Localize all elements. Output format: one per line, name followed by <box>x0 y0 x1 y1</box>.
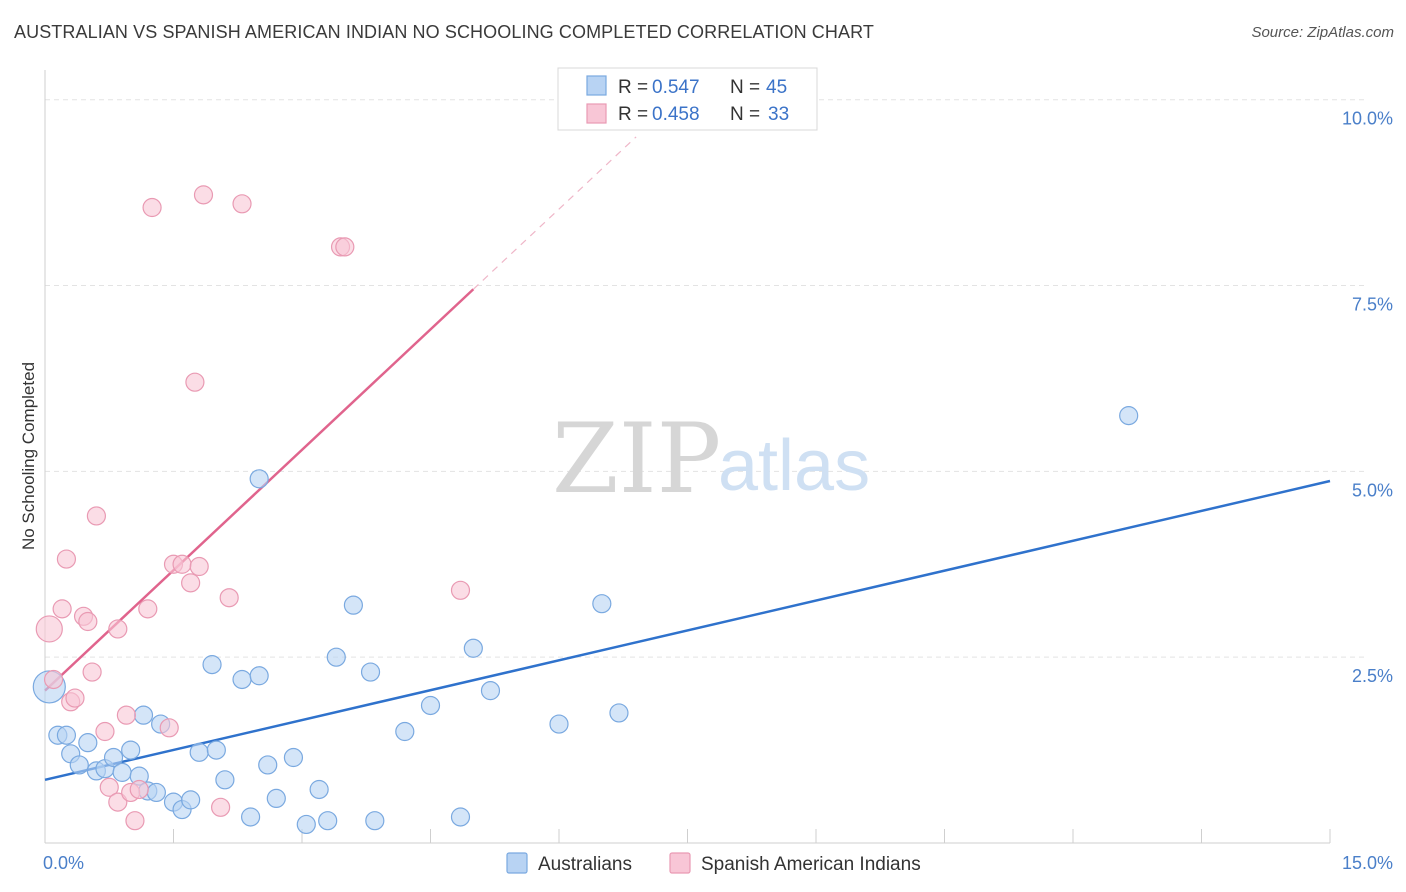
point-australians-22 <box>215 770 235 790</box>
stats-legend: R = 0.547 N = 45 R = 0.458 N = 33 <box>557 67 818 131</box>
legend-swatch-australians <box>586 75 607 96</box>
watermark: ZIP atlas <box>552 403 870 515</box>
point-australians-13 <box>133 705 154 725</box>
point-australians-30 <box>296 814 316 835</box>
point-spanish-american-indians-23 <box>181 573 201 593</box>
point-spanish-american-indians-16 <box>125 811 145 831</box>
point-australians-23 <box>232 669 252 690</box>
legend-r-label-1: R = <box>618 104 648 125</box>
point-australians-39 <box>450 807 471 827</box>
legend-n-value-1: 33 <box>768 104 789 125</box>
point-australians-33 <box>326 647 346 667</box>
point-spanish-american-indians-25 <box>189 556 209 577</box>
trend-line-australians <box>44 479 1331 782</box>
point-australians-31 <box>309 779 329 800</box>
point-australians-41 <box>480 681 501 701</box>
point-australians-27 <box>266 788 286 809</box>
point-spanish-american-indians-29 <box>232 194 252 214</box>
point-spanish-american-indians-28 <box>219 588 239 608</box>
point-spanish-american-indians-20 <box>159 718 179 738</box>
point-spanish-american-indians-14 <box>116 705 136 725</box>
legend-r-value-1: 0.458 <box>652 104 700 125</box>
point-australians-18 <box>181 790 201 810</box>
y-tick-label-3: 10.0% <box>1342 109 1393 129</box>
point-spanish-american-indians-13 <box>108 619 128 639</box>
point-spanish-american-indians-1 <box>43 669 64 690</box>
point-spanish-american-indians-22 <box>172 554 192 574</box>
point-spanish-american-indians-32 <box>450 580 471 600</box>
point-spanish-american-indians-17 <box>129 779 149 800</box>
grid-lines <box>45 99 1365 658</box>
series-legend-swatch-australians <box>506 852 528 874</box>
point-australians-32 <box>318 811 338 831</box>
legend-r-label-0: R = <box>618 77 648 98</box>
y-tick-label-2: 7.5% <box>1352 295 1393 315</box>
source-label: Source: ZipAtlas.com <box>1251 24 1394 41</box>
point-australians-20 <box>206 740 226 760</box>
series-legend: Australians Spanish American Indians <box>506 852 921 875</box>
legend-n-label-1: N = <box>730 104 760 125</box>
y-tick-label-0: 2.5% <box>1352 666 1393 686</box>
y-axis-title: No Schooling Completed <box>19 362 38 550</box>
point-australians-25 <box>249 666 269 686</box>
point-australians-21 <box>202 655 222 675</box>
point-spanish-american-indians-31 <box>335 237 355 257</box>
point-spanish-american-indians-24 <box>185 372 205 392</box>
point-australians-4 <box>69 755 89 775</box>
trend-extension-spanish-american-indians <box>472 136 637 290</box>
watermark-zip: ZIP <box>552 403 721 515</box>
point-spanish-american-indians-9 <box>86 506 107 526</box>
x-tick-label-1: 15.0% <box>1342 853 1393 873</box>
axes <box>44 70 1331 844</box>
point-spanish-american-indians-27 <box>211 797 231 817</box>
point-australians-43 <box>592 594 612 614</box>
data-points <box>32 185 1139 835</box>
point-australians-5 <box>78 733 98 753</box>
point-australians-8 <box>103 747 124 768</box>
point-australians-38 <box>420 695 441 716</box>
point-australians-29 <box>283 747 304 768</box>
series-legend-swatch-spanish-american-indians <box>669 852 691 874</box>
point-spanish-american-indians-8 <box>82 662 102 682</box>
point-australians-42 <box>549 714 569 734</box>
point-australians-40 <box>463 638 483 658</box>
point-australians-28 <box>249 469 269 489</box>
point-australians-24 <box>241 807 261 827</box>
point-spanish-american-indians-3 <box>56 549 77 569</box>
point-spanish-american-indians-19 <box>142 197 162 218</box>
point-australians-44 <box>609 703 629 723</box>
point-australians-10 <box>121 740 141 760</box>
point-australians-9 <box>112 762 132 782</box>
point-spanish-american-indians-2 <box>52 599 72 619</box>
x-tick-label-0: 0.0% <box>43 853 84 873</box>
watermark-atlas: atlas <box>718 426 870 506</box>
point-spanish-american-indians-0 <box>35 615 63 643</box>
point-australians-37 <box>395 721 415 742</box>
point-spanish-american-indians-26 <box>193 185 214 205</box>
point-australians-19 <box>189 742 209 762</box>
legend-n-label-0: N = <box>730 77 760 98</box>
legend-swatch-spanish-american-indians <box>586 103 607 124</box>
point-australians-45 <box>1119 406 1139 426</box>
point-spanish-american-indians-11 <box>99 777 119 797</box>
tick-labels: 2.5% 5.0% 7.5% 10.0% 0.0% 15.0% <box>43 109 1393 873</box>
point-spanish-american-indians-18 <box>138 599 158 619</box>
series-legend-label-spanish-american-indians: Spanish American Indians <box>701 854 921 875</box>
point-spanish-american-indians-7 <box>78 611 98 632</box>
point-australians-34 <box>343 595 363 615</box>
point-spanish-american-indians-12 <box>108 792 128 812</box>
point-australians-26 <box>258 755 278 775</box>
point-australians-35 <box>360 662 381 682</box>
point-australians-2 <box>56 725 77 745</box>
chart-title: AUSTRALIAN VS SPANISH AMERICAN INDIAN NO… <box>14 22 874 42</box>
legend-n-value-0: 45 <box>766 77 787 98</box>
y-tick-label-1: 5.0% <box>1352 480 1393 500</box>
point-spanish-american-indians-5 <box>65 688 85 708</box>
point-australians-36 <box>365 811 385 831</box>
point-australians-14 <box>146 782 166 803</box>
point-spanish-american-indians-10 <box>95 721 115 742</box>
legend-r-value-0: 0.547 <box>652 77 700 98</box>
series-legend-label-australians: Australians <box>538 854 632 875</box>
